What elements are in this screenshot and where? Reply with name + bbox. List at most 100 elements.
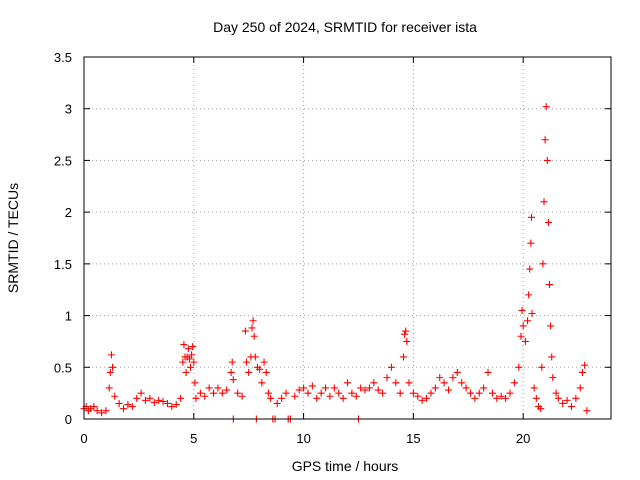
- data-point: [179, 358, 187, 366]
- data-point: [295, 386, 303, 394]
- x-axis-label: GPS time / hours: [292, 458, 399, 474]
- data-point: [567, 403, 575, 411]
- data-point: [526, 265, 534, 273]
- data-point: [128, 403, 136, 411]
- y-tick-label: 0: [65, 412, 72, 427]
- data-points: [80, 103, 591, 423]
- data-point: [396, 389, 404, 397]
- data-point: [528, 310, 536, 318]
- data-point: [537, 405, 545, 413]
- data-point: [542, 103, 550, 111]
- data-point: [339, 394, 347, 402]
- data-point: [223, 386, 231, 394]
- data-point: [177, 394, 185, 402]
- data-point: [190, 358, 198, 366]
- data-point: [214, 384, 222, 392]
- data-point: [543, 156, 551, 164]
- data-point: [547, 322, 555, 330]
- data-point: [163, 399, 171, 407]
- data-point: [357, 384, 365, 392]
- data-point: [581, 361, 589, 369]
- data-point: [436, 374, 444, 382]
- data-point: [521, 337, 529, 345]
- data-point: [248, 324, 256, 332]
- data-point: [493, 394, 501, 402]
- data-point: [431, 384, 439, 392]
- data-point: [111, 392, 119, 400]
- data-point: [572, 394, 580, 402]
- data-point: [453, 368, 461, 376]
- data-point: [348, 389, 356, 397]
- data-point: [445, 386, 453, 394]
- data-point: [379, 389, 387, 397]
- data-point: [262, 368, 270, 376]
- data-point: [548, 353, 556, 361]
- data-point: [488, 389, 496, 397]
- data-point: [484, 368, 492, 376]
- data-point: [458, 379, 466, 387]
- plot-frame: [83, 56, 612, 420]
- data-point: [191, 379, 199, 387]
- data-point: [105, 384, 113, 392]
- data-point: [365, 384, 373, 392]
- data-point: [423, 394, 431, 402]
- data-point: [552, 389, 560, 397]
- data-point: [546, 281, 554, 289]
- data-point: [525, 291, 533, 299]
- data-point: [471, 394, 479, 402]
- data-point: [462, 384, 470, 392]
- y-tick-label: 1: [65, 309, 72, 324]
- data-point: [578, 368, 586, 376]
- data-point: [402, 327, 410, 335]
- data-point: [544, 218, 552, 226]
- data-point: [155, 396, 163, 404]
- data-point: [107, 351, 115, 359]
- data-point: [109, 363, 117, 371]
- data-point: [530, 384, 538, 392]
- data-point: [539, 260, 547, 268]
- data-point: [267, 394, 275, 402]
- data-point: [227, 368, 235, 376]
- data-point: [519, 322, 527, 330]
- x-tick-labels: 0 5 10 15 20: [80, 431, 530, 446]
- data-point: [241, 327, 249, 335]
- data-point: [480, 384, 488, 392]
- data-point: [387, 363, 395, 371]
- data-point: [304, 389, 312, 397]
- data-point: [583, 407, 591, 415]
- data-point: [273, 399, 281, 407]
- data-point: [141, 396, 149, 404]
- data-point: [475, 389, 483, 397]
- data-point: [196, 389, 204, 397]
- data-point: [260, 358, 268, 366]
- data-point: [98, 409, 106, 417]
- data-point: [370, 379, 378, 387]
- data-point: [250, 332, 258, 340]
- data-point: [576, 384, 584, 392]
- data-point: [258, 379, 266, 387]
- data-point: [278, 394, 286, 402]
- data-point: [361, 386, 369, 394]
- y-tick-label: 2.5: [54, 153, 72, 168]
- data-point: [124, 401, 132, 409]
- data-point: [205, 384, 213, 392]
- data-point: [218, 389, 226, 397]
- data-point: [256, 365, 264, 373]
- data-point: [150, 398, 158, 406]
- data-point: [115, 399, 123, 407]
- x-tick-label: 15: [406, 431, 420, 446]
- data-point: [518, 306, 526, 314]
- y-axis-label: SRMTID / TECUs: [5, 183, 21, 293]
- data-point: [180, 341, 188, 349]
- data-point: [90, 403, 98, 411]
- data-point: [524, 317, 532, 325]
- data-point: [440, 379, 448, 387]
- data-point: [383, 374, 391, 382]
- data-point: [528, 213, 536, 221]
- data-point: [201, 392, 209, 400]
- data-point: [418, 396, 426, 404]
- data-point: [352, 392, 360, 400]
- data-point: [392, 379, 400, 387]
- y-tick-labels: 0 0.5 1 1.5 2 2.5 3 3.5: [54, 50, 72, 427]
